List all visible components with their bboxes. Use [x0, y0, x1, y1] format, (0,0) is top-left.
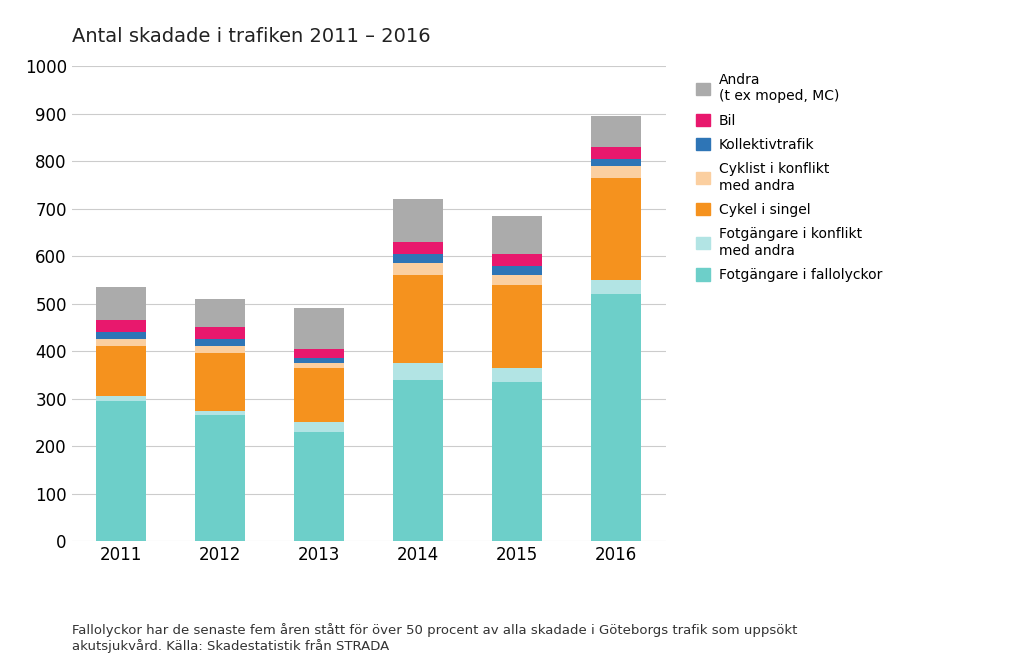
- Bar: [96, 346, 145, 396]
- Bar: [294, 348, 344, 358]
- Bar: [96, 401, 145, 541]
- Bar: [591, 280, 641, 294]
- Bar: [294, 358, 344, 363]
- Bar: [96, 396, 145, 401]
- Bar: [493, 275, 542, 284]
- Bar: [591, 294, 641, 541]
- Bar: [196, 354, 245, 411]
- Bar: [393, 242, 442, 253]
- Bar: [393, 379, 442, 541]
- Bar: [96, 320, 145, 332]
- Bar: [493, 382, 542, 541]
- Bar: [96, 339, 145, 346]
- Bar: [196, 299, 245, 327]
- Bar: [294, 368, 344, 422]
- Bar: [294, 308, 344, 348]
- Bar: [591, 178, 641, 280]
- Bar: [591, 158, 641, 166]
- Bar: [196, 411, 245, 415]
- Bar: [196, 327, 245, 339]
- Bar: [294, 432, 344, 541]
- Bar: [196, 346, 245, 354]
- Bar: [591, 116, 641, 147]
- Bar: [393, 199, 442, 242]
- Bar: [196, 415, 245, 541]
- Text: Antal skadade i trafiken 2011 – 2016: Antal skadade i trafiken 2011 – 2016: [72, 27, 430, 46]
- Bar: [393, 253, 442, 263]
- Bar: [294, 422, 344, 432]
- Bar: [393, 363, 442, 380]
- Bar: [591, 166, 641, 178]
- Bar: [493, 253, 542, 265]
- Text: Fallolyckor har de senaste fem åren stått för över 50 procent av alla skadade i : Fallolyckor har de senaste fem åren ståt…: [72, 623, 797, 653]
- Bar: [393, 275, 442, 363]
- Bar: [493, 265, 542, 275]
- Bar: [393, 263, 442, 275]
- Bar: [493, 284, 542, 368]
- Bar: [294, 363, 344, 368]
- Bar: [493, 368, 542, 382]
- Bar: [96, 287, 145, 320]
- Bar: [196, 339, 245, 346]
- Bar: [493, 216, 542, 253]
- Bar: [591, 147, 641, 158]
- Bar: [96, 332, 145, 339]
- Legend: Andra
(t ex moped, MC), Bil, Kollektivtrafik, Cyklist i konflikt
med andra, Cyke: Andra (t ex moped, MC), Bil, Kollektivtr…: [696, 73, 882, 282]
